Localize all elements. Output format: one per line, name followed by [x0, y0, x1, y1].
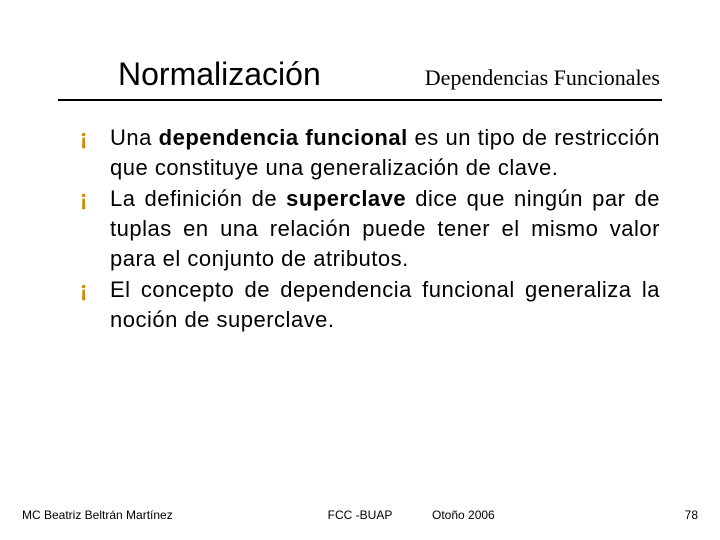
bullet-item: La definición de superclave dice que nin… — [80, 184, 660, 273]
footer-author: MC Beatriz Beltrán Martínez — [22, 508, 173, 522]
slide-subtitle: Dependencias Funcionales — [425, 65, 662, 93]
body: Una dependencia funcional es un tipo de … — [58, 123, 662, 335]
header: Normalización Dependencias Funcionales — [58, 56, 662, 101]
slide: Normalización Dependencias Funcionales U… — [0, 0, 720, 540]
footer: MC Beatriz Beltrán Martínez FCC -BUAP Ot… — [0, 508, 720, 522]
bullet-item: El concepto de dependencia funcional gen… — [80, 275, 660, 334]
page-number: 78 — [685, 508, 698, 522]
bullet-item: Una dependencia funcional es un tipo de … — [80, 123, 660, 182]
footer-term: Otoño 2006 — [432, 508, 495, 522]
slide-title: Normalización — [58, 56, 321, 93]
bullet-list: Una dependencia funcional es un tipo de … — [80, 123, 660, 335]
